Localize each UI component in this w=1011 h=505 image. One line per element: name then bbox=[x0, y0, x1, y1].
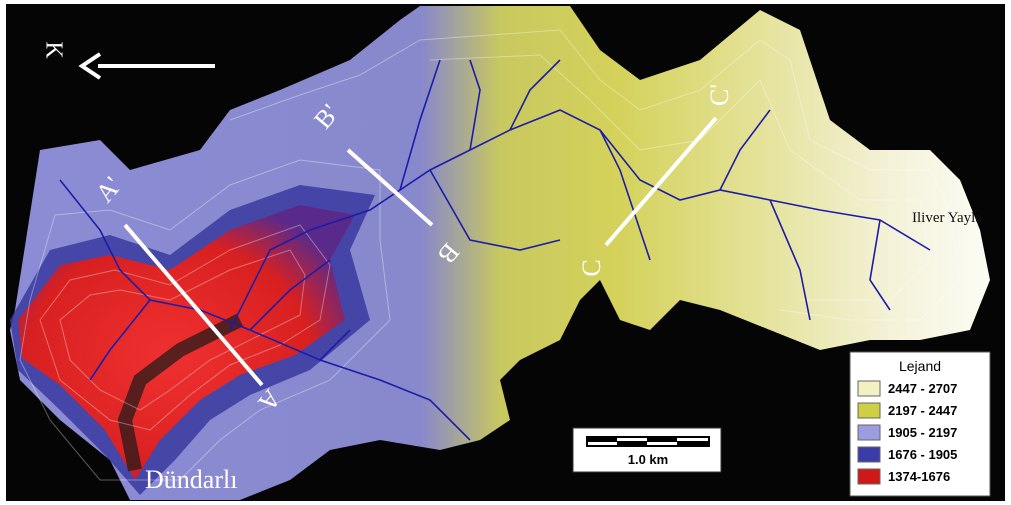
legend-swatch bbox=[858, 381, 880, 396]
legend-swatch bbox=[858, 403, 880, 418]
legend-label: 2447 - 2707 bbox=[888, 381, 957, 396]
legend-title: Lejand bbox=[899, 358, 941, 374]
section-label: C bbox=[577, 259, 606, 276]
legend-label: 1905 - 2197 bbox=[888, 425, 957, 440]
scale-bar: 1.0 km bbox=[573, 428, 721, 472]
legend-swatch bbox=[858, 469, 880, 484]
legend-label: 1676 - 1905 bbox=[888, 447, 957, 462]
legend-swatch bbox=[858, 447, 880, 462]
place-label: Dündarlı bbox=[145, 465, 237, 494]
legend: Lejand 2447 - 2707 2197 - 2447 1905 - 2197… bbox=[850, 352, 990, 496]
legend-swatch bbox=[858, 425, 880, 440]
legend-label: 2197 - 2447 bbox=[888, 403, 957, 418]
map: A A' B B' C C' K Dündarlı Iliver Yayla 1… bbox=[0, 0, 1011, 505]
legend-label: 1374-1676 bbox=[888, 469, 950, 484]
north-label: K bbox=[40, 41, 66, 59]
scale-label: 1.0 km bbox=[628, 452, 668, 467]
section-label: C' bbox=[705, 84, 734, 106]
place-label: Iliver Yayla bbox=[912, 210, 982, 226]
